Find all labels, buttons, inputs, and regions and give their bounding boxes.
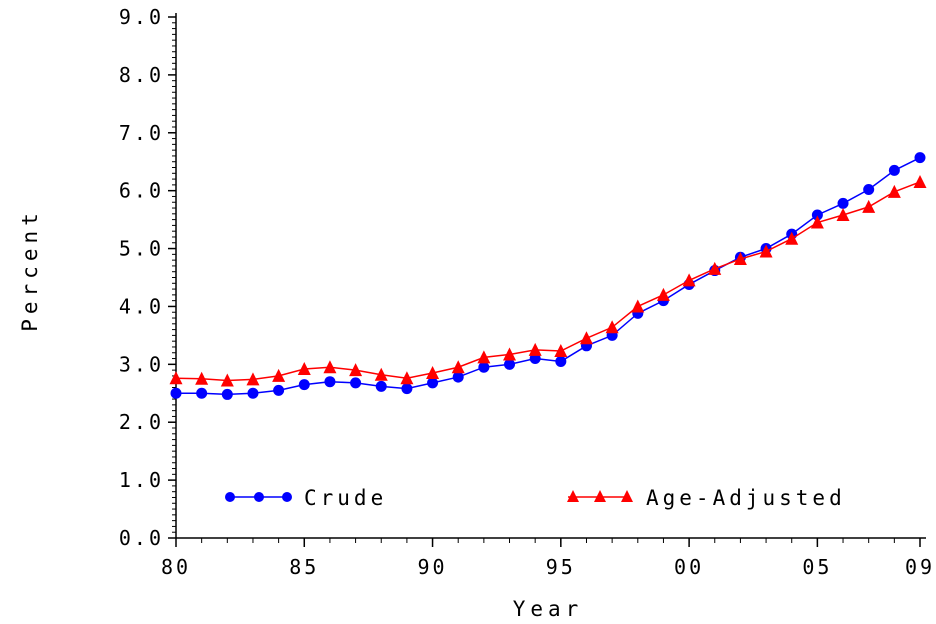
data-point-crude [504,358,516,370]
x-tick-label: 80 [161,555,191,579]
data-point-age-adjusted [323,360,337,374]
x-tick-label: 95 [546,555,576,579]
data-point-crude [427,377,439,389]
data-point-age-adjusted [605,320,619,334]
series-line-crude [176,156,921,396]
data-point-age-adjusted [477,350,491,364]
y-tick-label: 6.0 [119,179,164,203]
data-point-crude [478,361,490,373]
y-axis-title: Percent [18,208,42,332]
data-point-age-adjusted [862,199,876,213]
data-point-age-adjusted [836,207,850,221]
x-tick-label: 05 [802,555,832,579]
legend-crude-label: Crude [304,486,387,510]
legend: Crude Age-Adjusted [225,486,846,510]
data-point-crude [298,379,310,391]
legend-item-crude: Crude [225,486,387,510]
legend-crude-marker [282,492,292,502]
data-point-crude [196,387,208,399]
data-point-age-adjusted [656,287,670,301]
data-point-age-adjusted [503,347,517,361]
data-point-age-adjusted [195,371,209,385]
x-tick-label: 00 [674,555,704,579]
data-point-age-adjusted [887,184,901,198]
data-point-crude [170,387,182,399]
data-point-crude [247,387,259,399]
data-point-age-adjusted [759,244,773,258]
y-tick-label: 7.0 [119,121,164,145]
y-tick-label: 0.0 [119,526,164,550]
data-point-crude [350,377,362,389]
data-point-age-adjusted [272,368,286,382]
legend-age-adjusted-marker [621,490,633,502]
data-point-age-adjusted [631,299,645,313]
y-tick-label: 9.0 [119,5,164,29]
data-point-crude [401,383,413,395]
data-point-crude [452,371,464,383]
data-point-age-adjusted [374,367,388,381]
legend-age-adjusted-marker [567,490,579,502]
y-tick-label: 5.0 [119,237,164,261]
x-tick-label: 85 [289,555,319,579]
data-point-age-adjusted [400,371,414,385]
data-point-age-adjusted [169,371,183,385]
data-point-crude [273,384,285,396]
data-point-age-adjusted [733,251,747,265]
data-point-crude [837,197,849,209]
y-tick-label: 3.0 [119,352,164,376]
data-point-crude [221,388,233,400]
legend-item-age-adjusted: Age-Adjusted [567,486,846,510]
x-axis-title: Year [513,597,584,621]
data-point-age-adjusted [528,342,542,356]
legend-crude-marker [225,492,235,502]
data-point-age-adjusted [913,174,927,188]
legend-crude-marker [254,492,264,502]
data-point-crude [375,380,387,392]
data-point-age-adjusted [220,373,234,387]
y-tick-label: 4.0 [119,294,164,318]
data-point-age-adjusted [682,273,696,287]
y-tick-label: 1.0 [119,468,164,492]
legend-age-adjusted-label: Age-Adjusted [646,486,846,510]
series-line-age-adjusted [175,181,921,382]
data-point-crude [811,209,823,221]
data-point-crude [555,355,567,367]
data-point-age-adjusted [785,231,799,245]
plot-frame [175,13,926,539]
data-point-age-adjusted [246,372,260,386]
data-point-crude [863,184,875,196]
series-crude [170,152,926,400]
data-point-age-adjusted [554,344,568,358]
data-point-age-adjusted [708,261,722,275]
data-point-age-adjusted [810,215,824,229]
data-point-age-adjusted [297,361,311,375]
y-axis: 0.0 1.0 2.0 3.0 4.0 5.0 6.0 7.0 8.0 9.0 [119,5,176,550]
x-axis: 80 85 90 95 00 05 09 [161,538,935,579]
data-point-age-adjusted [349,363,363,377]
data-point-crude [914,152,926,164]
data-point-age-adjusted [579,331,593,345]
x-tick-label: 90 [418,555,448,579]
y-tick-label: 2.0 [119,410,164,434]
data-point-age-adjusted [426,366,440,380]
series-layer [169,152,927,400]
data-point-crude [324,376,336,388]
x-tick-label: 09 [905,555,935,579]
data-point-age-adjusted [451,360,465,374]
legend-age-adjusted-marker [594,490,606,502]
data-point-crude [888,164,900,176]
y-tick-label: 8.0 [119,63,164,87]
series-age-adjusted [169,174,927,387]
